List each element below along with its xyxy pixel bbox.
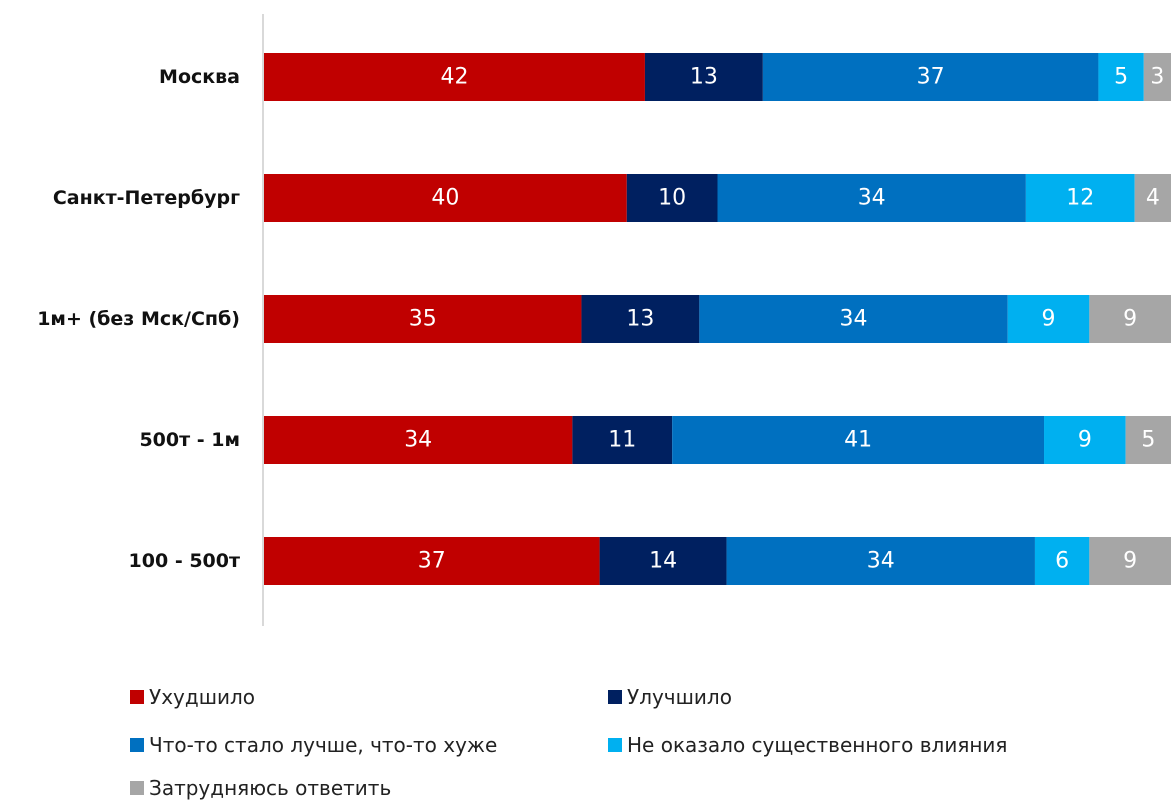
bar-segment bbox=[1034, 537, 1090, 585]
bar-segment bbox=[264, 174, 627, 222]
data-label: 5 bbox=[1114, 65, 1128, 90]
data-label: 5 bbox=[1141, 428, 1155, 453]
bar-segment bbox=[699, 295, 1008, 343]
bar-segment bbox=[1025, 174, 1135, 222]
bar-segment bbox=[264, 416, 573, 464]
category-label: 1м+ (без Мск/Спб) bbox=[37, 308, 240, 330]
data-label: 34 bbox=[867, 549, 895, 574]
data-label: 14 bbox=[649, 549, 677, 574]
legend-label: Затрудняюсь ответить bbox=[149, 776, 391, 800]
data-label: 34 bbox=[840, 307, 868, 332]
bar-segment bbox=[264, 53, 645, 101]
data-label: 41 bbox=[844, 428, 872, 453]
legend-swatch bbox=[608, 690, 622, 704]
legend: Ухудшило Улучшило Что-то стало лучше, что-… bbox=[130, 685, 1007, 800]
data-label: 9 bbox=[1078, 428, 1092, 453]
data-label: 34 bbox=[858, 186, 886, 211]
bar-segment bbox=[1134, 174, 1171, 222]
bar-segment bbox=[762, 53, 1099, 101]
bar-segment bbox=[1143, 53, 1171, 101]
legend-swatch bbox=[130, 738, 144, 752]
bar-segment bbox=[1089, 537, 1171, 585]
bar-segment bbox=[1125, 416, 1171, 464]
data-label: 11 bbox=[608, 428, 636, 453]
legend-label: Что-то стало лучше, что-то хуже bbox=[149, 733, 497, 757]
data-label: 9 bbox=[1123, 307, 1137, 332]
bar-segment bbox=[1089, 295, 1171, 343]
data-label: 9 bbox=[1123, 549, 1137, 574]
data-label: 35 bbox=[409, 307, 437, 332]
category-label: Москва bbox=[159, 66, 240, 88]
data-label: 10 bbox=[658, 186, 686, 211]
bar-segment bbox=[1044, 416, 1126, 464]
bar-segment bbox=[644, 53, 763, 101]
data-label: 40 bbox=[431, 186, 459, 211]
data-label: 12 bbox=[1066, 186, 1094, 211]
category-label: Санкт-Петербург bbox=[53, 187, 240, 209]
category-label: 100 - 500т bbox=[129, 550, 240, 572]
legend-swatch bbox=[130, 781, 144, 795]
data-label: 6 bbox=[1055, 549, 1069, 574]
bar-segment bbox=[717, 174, 1026, 222]
bar-segment bbox=[264, 295, 582, 343]
bar-segment bbox=[572, 416, 673, 464]
data-label: 13 bbox=[690, 65, 718, 90]
bar-segment bbox=[726, 537, 1035, 585]
bar-segment bbox=[1098, 53, 1144, 101]
bar-segment bbox=[626, 174, 718, 222]
data-label: 42 bbox=[440, 65, 468, 90]
data-label: 34 bbox=[404, 428, 432, 453]
category-labels: Москва Санкт-Петербург 1м+ (без Мск/Спб) 50… bbox=[37, 66, 240, 572]
legend-swatch bbox=[608, 738, 622, 752]
bar-segment bbox=[672, 416, 1045, 464]
data-label: 3 bbox=[1150, 65, 1164, 90]
data-label: 37 bbox=[418, 549, 446, 574]
data-label: 37 bbox=[917, 65, 945, 90]
data-label: 13 bbox=[626, 307, 654, 332]
category-label: 500т - 1м bbox=[139, 429, 240, 451]
bar-segment bbox=[581, 295, 700, 343]
bar-segment bbox=[599, 537, 727, 585]
data-label: 9 bbox=[1042, 307, 1056, 332]
bar-segment bbox=[1007, 295, 1090, 343]
bars-group: 42 13 37 5 340 10 34 12 435 13 34 9 934 11 41 9 537 14 34 6… bbox=[264, 53, 1171, 585]
bar-segment bbox=[264, 537, 600, 585]
legend-label: Не оказало существенного влияния bbox=[627, 733, 1007, 757]
legend-label: Улучшило bbox=[627, 685, 732, 709]
data-label: 4 bbox=[1146, 186, 1160, 211]
legend-label: Ухудшило bbox=[149, 685, 255, 709]
legend-swatch bbox=[130, 690, 144, 704]
